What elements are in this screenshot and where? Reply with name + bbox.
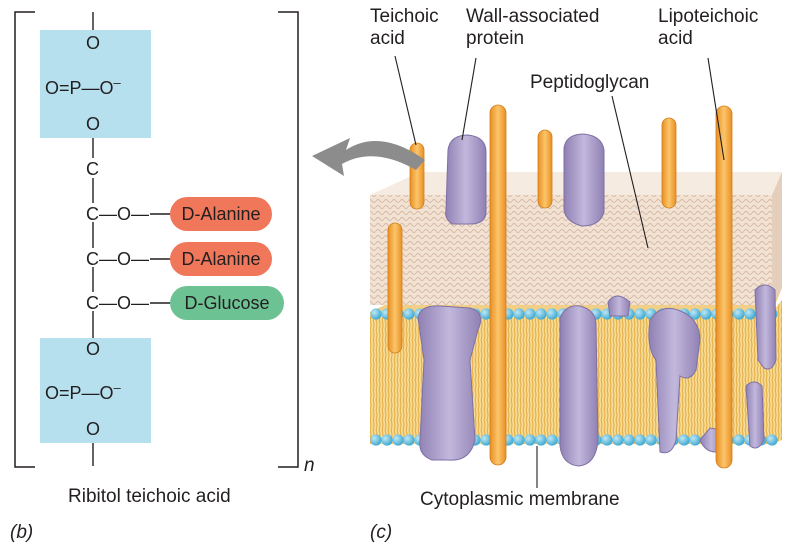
teichoic-acid-rods [387, 104, 733, 469]
lipid-head [700, 308, 712, 320]
lipid-head [689, 434, 701, 446]
right-bracket [278, 11, 299, 468]
lipid-head [524, 308, 536, 320]
lipid-head [689, 308, 701, 320]
lipid-head [370, 308, 382, 320]
membrane-proteins [417, 284, 777, 467]
lipid-head [480, 308, 492, 320]
lipid-head [733, 434, 745, 446]
substituent-alanine-2: D-Alanine [170, 242, 272, 276]
lipid-head [513, 308, 525, 320]
phosphate-box-bottom [40, 338, 151, 443]
carbon-3: C—O— [86, 249, 149, 269]
lipid-head [524, 434, 536, 446]
lipid-head [392, 434, 404, 446]
lipid-head [733, 308, 745, 320]
label-wall-associated-protein: Wall-associated protein [466, 6, 600, 49]
panel-b-letter: (b) [10, 522, 34, 543]
substituent-glucose: D-Glucose [170, 286, 284, 320]
phosphate-top-row: O=P—O– [45, 75, 121, 98]
left-bracket [14, 11, 35, 468]
lipid-head [612, 434, 624, 446]
label-peptidoglycan: Peptidoglycan [530, 72, 650, 93]
lipid-head [634, 434, 646, 446]
lipid-head [645, 434, 657, 446]
lipid-head [403, 434, 415, 446]
substituent-alanine-1: D-Alanine [170, 197, 272, 231]
lipid-head [535, 434, 547, 446]
lipid-head [744, 308, 756, 320]
label-cytoplasmic-membrane: Cytoplasmic membrane [420, 489, 620, 510]
label-teichoic-acid: Teichoic acid [370, 6, 439, 49]
wall-associated-proteins [445, 133, 605, 227]
label-lipoteichoic-acid: Lipoteichoic acid [658, 6, 759, 49]
lipid-head [535, 308, 547, 320]
carbon-4: C—O— [86, 293, 149, 313]
panel-c-letter: (c) [370, 522, 393, 543]
repeat-subscript: n [304, 455, 315, 476]
carbon-1: C [86, 159, 99, 179]
lipid-head [766, 434, 778, 446]
phosphate-bottom-row: O=P—O– [45, 380, 121, 403]
oxygen-top: O [86, 33, 101, 53]
export-arrow [312, 138, 425, 176]
lipid-head [601, 434, 613, 446]
lipid-head [546, 434, 558, 446]
lipid-head [480, 434, 492, 446]
oxygen-top-lower: O [86, 114, 101, 134]
lipid-head [370, 434, 382, 446]
lipid-head [634, 308, 646, 320]
lipid-head [381, 434, 393, 446]
lipid-head [678, 434, 690, 446]
oxygen-link: O [86, 339, 101, 359]
oxygen-bottom: O [86, 419, 101, 439]
panel-b-caption: Ribitol teichoic acid [68, 486, 231, 507]
lipid-head [403, 308, 415, 320]
leader-lines [394, 55, 725, 488]
lipid-head [623, 434, 635, 446]
carbon-2: C—O— [86, 204, 149, 224]
phosphate-box-top [40, 30, 151, 138]
lipid-head [546, 308, 558, 320]
lipid-head [513, 434, 525, 446]
